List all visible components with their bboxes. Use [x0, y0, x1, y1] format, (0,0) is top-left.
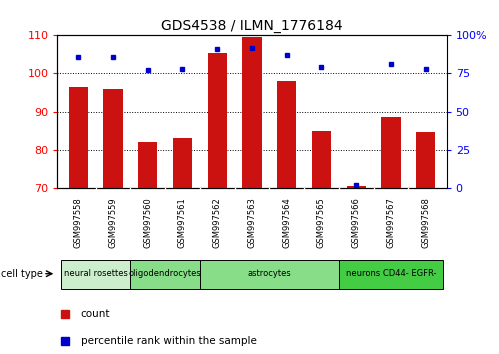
Bar	[347, 186, 366, 188]
Text: GSM997565: GSM997565	[317, 198, 326, 249]
Bar	[208, 52, 227, 188]
Text: neural rosettes: neural rosettes	[64, 269, 128, 278]
Bar	[243, 37, 261, 188]
Text: oligodendrocytes: oligodendrocytes	[129, 269, 202, 278]
Text: GSM997567: GSM997567	[387, 198, 396, 249]
Text: GSM997559: GSM997559	[108, 198, 117, 249]
Text: GSM997566: GSM997566	[352, 198, 361, 249]
FancyBboxPatch shape	[130, 260, 200, 289]
Bar	[69, 87, 88, 188]
Text: GSM997560: GSM997560	[143, 198, 152, 249]
Text: GSM997562: GSM997562	[213, 198, 222, 249]
Bar	[416, 132, 435, 188]
Bar	[138, 142, 157, 188]
Text: GSM997558: GSM997558	[74, 198, 83, 249]
Bar	[381, 117, 401, 188]
FancyBboxPatch shape	[61, 260, 130, 289]
FancyBboxPatch shape	[200, 260, 339, 289]
FancyBboxPatch shape	[339, 260, 443, 289]
Text: GSM997568: GSM997568	[421, 198, 430, 249]
Text: GSM997561: GSM997561	[178, 198, 187, 249]
Text: GSM997563: GSM997563	[248, 198, 256, 249]
Bar	[312, 131, 331, 188]
Text: neurons CD44- EGFR-: neurons CD44- EGFR-	[346, 269, 436, 278]
Text: GSM997564: GSM997564	[282, 198, 291, 249]
Text: count: count	[81, 309, 110, 319]
Text: cell type: cell type	[1, 269, 43, 279]
Bar	[277, 81, 296, 188]
Bar	[173, 138, 192, 188]
Bar	[103, 88, 123, 188]
Text: astrocytes: astrocytes	[248, 269, 291, 278]
Title: GDS4538 / ILMN_1776184: GDS4538 / ILMN_1776184	[161, 19, 343, 33]
Text: percentile rank within the sample: percentile rank within the sample	[81, 336, 256, 346]
